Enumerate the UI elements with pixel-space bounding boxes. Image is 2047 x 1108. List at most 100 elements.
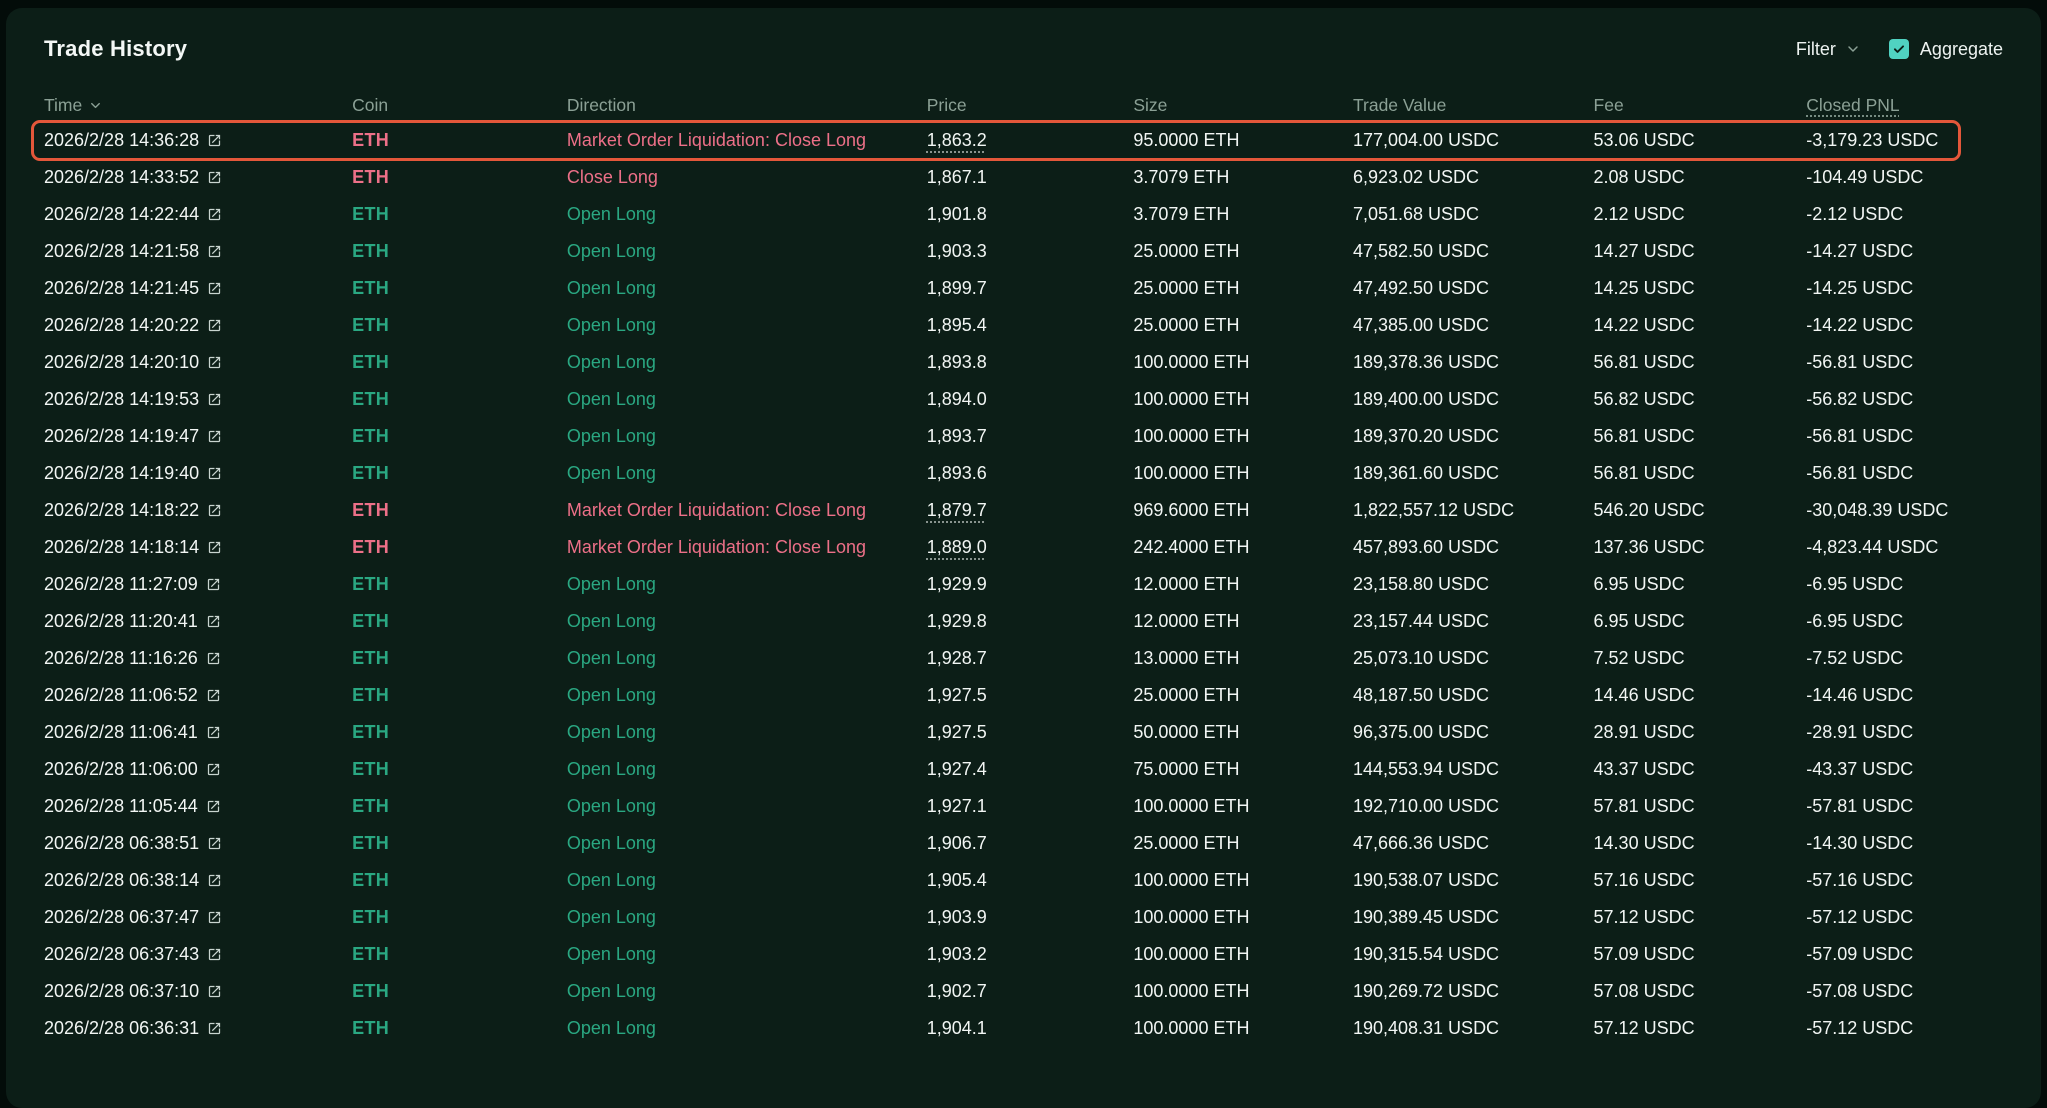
external-link-icon[interactable] (207, 503, 222, 518)
trade-price: 1,927.1 (926, 796, 987, 816)
external-link-icon[interactable] (206, 762, 221, 777)
column-header-closedPnl[interactable]: Closed PNL (1806, 95, 2003, 116)
trade-value: 47,385.00 USDC (1352, 315, 1490, 335)
table-row[interactable]: 2026/2/28 14:22:44 ETH Open Long 1,901.8 3.7… (44, 196, 2003, 233)
trade-time: 2026/2/28 11:20:41 (44, 611, 352, 632)
trade-coin: ETH (352, 759, 390, 779)
column-header-coin[interactable]: Coin (352, 95, 567, 116)
trade-fee: 14.25 USDC (1593, 278, 1695, 298)
external-link-icon[interactable] (207, 429, 222, 444)
external-link-icon[interactable] (207, 910, 222, 925)
trade-time: 2026/2/28 06:36:31 (44, 1018, 352, 1039)
trade-price[interactable]: 1,879.7 (926, 500, 987, 520)
table-row[interactable]: 2026/2/28 11:06:00 ETH Open Long 1,927.4 75.… (44, 751, 2003, 788)
column-header-label: Direction (566, 94, 636, 115)
column-header-label: Size (1133, 94, 1168, 115)
table-row[interactable]: 2026/2/28 06:37:43 ETH Open Long 1,903.2 100… (44, 936, 2003, 973)
trade-time-text: 2026/2/28 11:27:09 (44, 574, 198, 594)
trade-direction: Open Long (566, 1018, 656, 1038)
table-row[interactable]: 2026/2/28 06:36:31 ETH Open Long 1,904.1 100… (44, 1010, 2003, 1047)
trade-direction: Market Order Liquidation: Close Long (566, 537, 867, 557)
column-header-time[interactable]: Time (44, 95, 352, 116)
column-header-price[interactable]: Price (927, 95, 1134, 116)
table-row[interactable]: 2026/2/28 11:06:41 ETH Open Long 1,927.5 50.… (44, 714, 2003, 751)
trade-direction: Open Long (566, 981, 656, 1001)
external-link-icon[interactable] (207, 244, 222, 259)
trade-fee: 57.16 USDC (1593, 870, 1695, 890)
table-row[interactable]: 2026/2/28 06:38:14 ETH Open Long 1,905.4 100… (44, 862, 2003, 899)
external-link-icon[interactable] (206, 577, 221, 592)
column-header-size[interactable]: Size (1133, 95, 1353, 116)
trade-time: 2026/2/28 14:33:52 (44, 167, 352, 188)
trade-price[interactable]: 1,863.2 (926, 130, 987, 150)
trade-time: 2026/2/28 14:18:22 (44, 500, 352, 521)
column-header-tradeValue[interactable]: Trade Value (1353, 95, 1594, 116)
table-row[interactable]: 2026/2/28 14:19:53 ETH Open Long 1,894.0 100… (44, 381, 2003, 418)
table-row[interactable]: 2026/2/28 14:19:47 ETH Open Long 1,893.7 100… (44, 418, 2003, 455)
table-row[interactable]: 2026/2/28 06:37:47 ETH Open Long 1,903.9 100… (44, 899, 2003, 936)
table-row[interactable]: 2026/2/28 14:18:22 ETH Market Order Liquid… (44, 492, 2003, 529)
external-link-icon[interactable] (206, 688, 221, 703)
external-link-icon[interactable] (207, 133, 222, 148)
column-header-label: Trade Value (1352, 94, 1447, 115)
column-header-fee[interactable]: Fee (1594, 95, 1807, 116)
table-row[interactable]: 2026/2/28 06:37:10 ETH Open Long 1,902.7 100… (44, 973, 2003, 1010)
external-link-icon[interactable] (207, 540, 222, 555)
trade-size: 25.0000 ETH (1133, 833, 1240, 853)
trade-fee: 57.08 USDC (1593, 981, 1695, 1001)
external-link-icon[interactable] (207, 947, 222, 962)
table-row[interactable]: 2026/2/28 14:20:22 ETH Open Long 1,895.4 25.… (44, 307, 2003, 344)
trade-direction: Open Long (566, 833, 656, 853)
external-link-icon[interactable] (207, 984, 222, 999)
table-row[interactable]: 2026/2/28 11:27:09 ETH Open Long 1,929.9 12.… (44, 566, 2003, 603)
trade-fee: 2.12 USDC (1593, 204, 1685, 224)
external-link-icon[interactable] (207, 355, 222, 370)
external-link-icon[interactable] (207, 392, 222, 407)
table-row[interactable]: 2026/2/28 11:06:52 ETH Open Long 1,927.5 25.… (44, 677, 2003, 714)
table-row[interactable]: 2026/2/28 11:20:41 ETH Open Long 1,929.8 12.… (44, 603, 2003, 640)
external-link-icon[interactable] (207, 836, 222, 851)
table-row[interactable]: 2026/2/28 14:19:40 ETH Open Long 1,893.6 100… (44, 455, 2003, 492)
external-link-icon[interactable] (207, 873, 222, 888)
table-row[interactable]: 2026/2/28 14:36:28 ETH Market Order Liquid… (31, 120, 2003, 161)
trade-price: 1,894.0 (926, 389, 987, 409)
external-link-icon[interactable] (207, 1021, 222, 1036)
trade-fee: 14.30 USDC (1593, 833, 1695, 853)
table-row[interactable]: 2026/2/28 14:33:52 ETH Close Long 1,867.1 3.… (44, 159, 2003, 196)
trade-time: 2026/2/28 06:37:47 (44, 907, 352, 928)
external-link-icon[interactable] (207, 281, 222, 296)
aggregate-checkbox[interactable] (1888, 39, 1909, 59)
column-header-direction[interactable]: Direction (567, 95, 927, 116)
trade-price: 1,899.7 (926, 278, 987, 298)
external-link-icon[interactable] (207, 318, 222, 333)
table-row[interactable]: 2026/2/28 11:05:44 ETH Open Long 1,927.1 100… (44, 788, 2003, 825)
external-link-icon[interactable] (206, 725, 221, 740)
external-link-icon[interactable] (207, 170, 222, 185)
trade-price: 1,906.7 (926, 833, 987, 853)
column-header-label: Time (44, 94, 83, 115)
trade-fee: 137.36 USDC (1593, 537, 1705, 557)
trade-size: 3.7079 ETH (1133, 167, 1230, 187)
trade-fee: 2.08 USDC (1593, 167, 1685, 187)
external-link-icon[interactable] (206, 651, 221, 666)
external-link-icon[interactable] (206, 614, 221, 629)
trade-direction: Open Long (566, 648, 656, 668)
table-row[interactable]: 2026/2/28 14:21:58 ETH Open Long 1,903.3 25.… (44, 233, 2003, 270)
table-row[interactable]: 2026/2/28 14:20:10 ETH Open Long 1,893.8 100… (44, 344, 2003, 381)
external-link-icon[interactable] (207, 207, 222, 222)
table-row[interactable]: 2026/2/28 14:18:14 ETH Market Order Liquid… (44, 529, 2003, 566)
trade-price[interactable]: 1,889.0 (926, 537, 987, 557)
external-link-icon[interactable] (207, 466, 222, 481)
trade-price: 1,905.4 (926, 870, 987, 890)
external-link-icon[interactable] (206, 799, 221, 814)
filter-dropdown[interactable]: Filter (1796, 39, 1861, 60)
trade-fee: 53.06 USDC (1593, 130, 1695, 150)
trade-fee: 56.82 USDC (1593, 389, 1695, 409)
table-row[interactable]: 2026/2/28 06:38:51 ETH Open Long 1,906.7 25.… (44, 825, 2003, 862)
table-row[interactable]: 2026/2/28 11:16:26 ETH Open Long 1,928.7 13.… (44, 640, 2003, 677)
trade-value: 189,361.60 USDC (1352, 463, 1500, 483)
table-row[interactable]: 2026/2/28 14:21:45 ETH Open Long 1,899.7 25.… (44, 270, 2003, 307)
trade-time: 2026/2/28 11:06:41 (44, 722, 352, 743)
aggregate-toggle[interactable]: Aggregate (1888, 39, 2003, 60)
trade-size: 25.0000 ETH (1133, 278, 1240, 298)
